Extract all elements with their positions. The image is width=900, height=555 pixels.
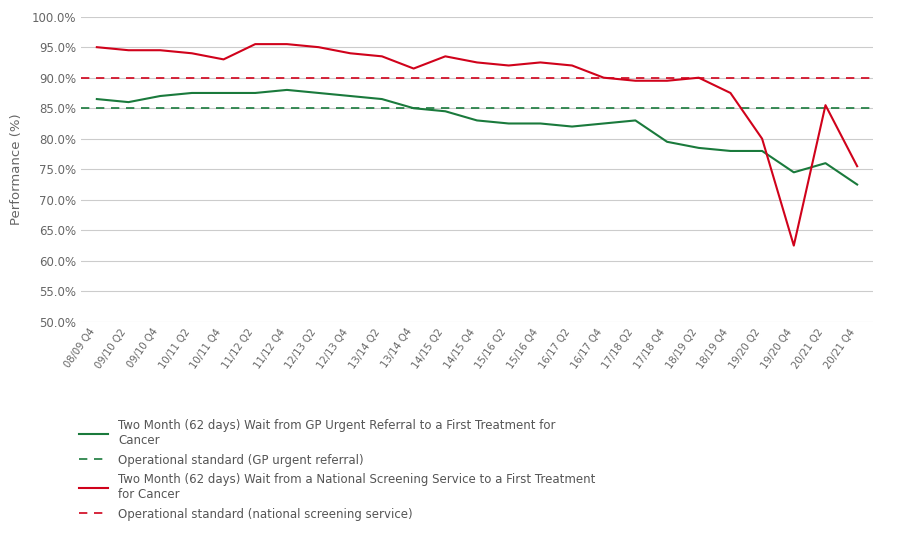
Y-axis label: Performance (%): Performance (%) (10, 113, 23, 225)
Legend: Two Month (62 days) Wait from GP Urgent Referral to a First Treatment for
Cancer: Two Month (62 days) Wait from GP Urgent … (79, 420, 595, 521)
